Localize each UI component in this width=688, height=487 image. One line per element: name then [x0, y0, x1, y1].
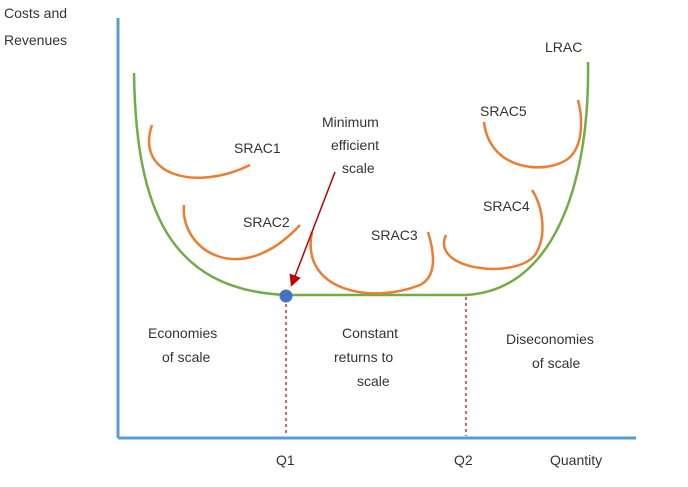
- economies-label-line2: of scale: [162, 349, 210, 365]
- x-axis-label: Quantity: [550, 452, 602, 468]
- y-axis-label-line1: Costs and: [4, 5, 67, 21]
- mes-point: [279, 289, 293, 303]
- srac3-label: SRAC3: [371, 227, 418, 243]
- lrac-curve: [132, 61, 590, 297]
- srac5-curve: [482, 99, 583, 169]
- mes-label-line1: Minimum: [322, 114, 379, 130]
- srac4-label: SRAC4: [483, 198, 530, 214]
- srac4-curve: [442, 189, 544, 271]
- mes-label-line3: scale: [342, 160, 375, 176]
- mes-label-line2: efficient: [331, 137, 379, 153]
- srac2-label: SRAC2: [243, 214, 290, 230]
- economies-label-line1: Economies: [148, 325, 217, 341]
- q1-tick-label: Q1: [276, 452, 295, 468]
- mes-arrow: [289, 171, 336, 287]
- srac5-label: SRAC5: [480, 103, 527, 119]
- constant-label-line2: returns to: [334, 349, 393, 365]
- constant-label-line1: Constant: [342, 325, 398, 341]
- srac3-curve: [309, 231, 435, 295]
- y-axis-label-line2: Revenues: [4, 32, 67, 48]
- diseconomies-label-line2: of scale: [532, 355, 580, 371]
- srac2-curve: [182, 204, 301, 261]
- q2-tick-label: Q2: [454, 452, 473, 468]
- diseconomies-label-line1: Diseconomies: [506, 331, 594, 347]
- srac1-curve: [147, 124, 251, 179]
- lrac-label: LRAC: [545, 39, 582, 55]
- constant-label-line3: scale: [357, 373, 390, 389]
- srac1-label: SRAC1: [234, 140, 281, 156]
